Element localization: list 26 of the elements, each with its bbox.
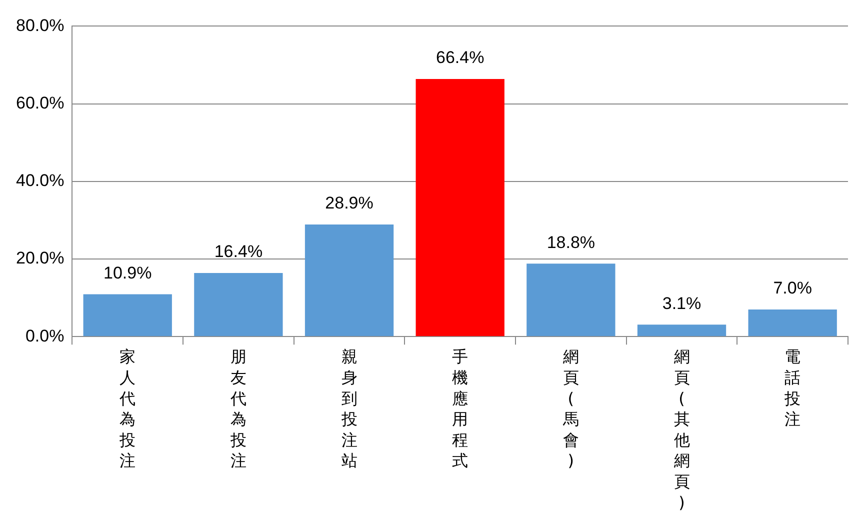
bar — [748, 309, 837, 336]
bar — [637, 324, 726, 336]
x-tick-label: 親身到投注站 — [340, 347, 358, 470]
x-tick-label: 網頁(其他網頁) — [672, 347, 690, 512]
bar — [304, 224, 394, 336]
data-label: 10.9% — [104, 263, 152, 282]
y-tick-label: 20.0% — [16, 248, 64, 268]
y-tick-label: 40.0% — [16, 171, 64, 190]
data-label: 7.0% — [773, 278, 812, 298]
y-tick-label: 0.0% — [25, 326, 64, 346]
bar — [194, 272, 283, 336]
bar — [83, 294, 172, 336]
x-tick-label: 朋友代為投注 — [229, 347, 246, 470]
data-label: 28.9% — [325, 194, 374, 213]
y-tick-label: 80.0% — [16, 16, 64, 35]
y-tick-label: 60.0% — [16, 93, 64, 112]
x-tick-label: 網頁(馬會) — [562, 347, 579, 470]
bar — [526, 264, 616, 336]
x-tick-label: 家人代為投注 — [118, 347, 136, 470]
data-label: 66.4% — [436, 48, 484, 68]
x-tick-label: 電話投注 — [784, 347, 801, 429]
bar — [416, 78, 504, 336]
data-label: 16.4% — [214, 242, 263, 262]
data-label: 18.8% — [546, 232, 596, 252]
x-tick-label: 手機應用程式 — [452, 347, 468, 470]
data-label: 3.1% — [662, 294, 702, 313]
